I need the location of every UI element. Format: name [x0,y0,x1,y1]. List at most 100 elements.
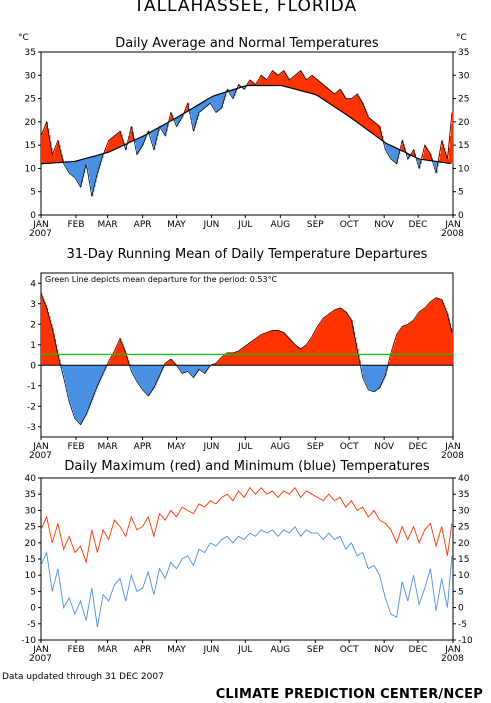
above-normal-bar [360,99,362,125]
positive-departure-bar [255,338,257,366]
below-normal-bar [221,93,224,108]
daily-average-line [40,70,453,197]
y-tick-label: 20 [25,118,37,128]
positive-departure-bar [278,330,280,366]
above-normal-bar [314,77,316,95]
above-normal-bar [258,79,261,86]
below-normal-bar [234,89,236,96]
above-normal-bar [355,94,358,122]
below-normal-bar [219,94,221,110]
positive-departure-bar [289,338,291,366]
positive-departure-bar [344,311,347,366]
above-normal-bar [333,92,335,107]
above-normal-bar [378,125,380,138]
positive-departure-bar [337,308,340,366]
below-normal-bar [92,156,95,192]
negative-departure-bar [90,365,93,403]
negative-departure-bar [179,365,182,371]
below-normal-bar [210,97,212,104]
positive-departure-bar [419,311,421,366]
above-normal-bar [345,98,348,115]
positive-departure-bar [404,325,406,366]
negative-departure-bar [368,365,370,390]
above-normal-bar [46,121,49,164]
above-normal-bar [401,145,403,151]
y-tick-label-right: 40 [458,474,470,484]
negative-departure-bar [97,365,99,386]
positive-departure-bar [244,346,246,366]
negative-departure-bar [133,365,135,376]
below-normal-bar [71,161,73,175]
below-normal-bar [142,136,145,146]
x-tick-label: DEC [409,442,428,452]
positive-departure-bar [331,312,333,366]
above-normal-bar [376,123,378,137]
positive-departure-bar [283,332,286,366]
negative-departure-bar [134,365,137,378]
above-normal-bar [305,78,307,92]
above-normal-bar [403,144,405,152]
positive-departure-bar [43,299,45,366]
y-tick-label-right: 10 [458,571,470,581]
x-tick-label: OCT [340,442,359,452]
positive-departure-bar [433,299,436,366]
positive-departure-bar [412,320,414,366]
positive-departure-bar [266,332,269,366]
above-normal-bar [379,126,382,139]
above-normal-bar [343,94,345,113]
positive-departure-bar [414,318,417,366]
above-normal-bar [283,70,286,87]
y-tick-label: 25 [25,95,36,105]
negative-departure-bar [100,365,103,379]
positive-departure-bar [232,352,235,366]
below-normal-bar [99,154,102,166]
positive-departure-bar [319,323,322,366]
positive-departure-bar [448,318,450,366]
below-normal-bar [394,147,396,162]
above-normal-bar [289,79,291,88]
below-normal-bar [152,130,155,147]
above-normal-bar [341,91,343,112]
y-tick-label: -3 [27,423,36,433]
x-tick-label: FEB [67,442,84,452]
negative-departure-bar [82,365,85,421]
below-normal-bar [192,108,194,126]
positive-departure-bar [300,348,303,366]
negative-departure-bar [96,365,98,389]
x-tick-label: JUN [202,645,219,655]
positive-departure-bar [288,337,290,366]
above-normal-bar [358,95,360,123]
below-normal-bar [418,158,420,165]
negative-departure-bar [68,365,70,398]
below-normal-bar [83,158,86,174]
negative-departure-bar [101,365,104,376]
negative-departure-bar [81,365,84,423]
below-normal-bar [205,100,208,107]
positive-departure-bar [57,355,60,366]
above-normal-bar [309,77,312,94]
positive-departure-bar [313,334,315,366]
above-normal-bar [52,154,54,163]
positive-departure-bar [285,334,288,366]
negative-departure-bar [153,365,156,388]
positive-departure-bar [53,333,55,366]
above-normal-bar [383,140,385,142]
positive-departure-bar [401,327,403,366]
below-normal-bar [143,135,146,143]
negative-departure-bar [92,365,95,398]
positive-departure-bar [345,311,348,366]
negative-departure-bar [61,365,63,369]
above-normal-bar [373,121,376,135]
minimum-temperature-line [40,525,453,628]
negative-departure-bar [185,365,187,373]
above-normal-bar [257,80,260,86]
above-normal-bar [288,78,290,88]
x-tick-label: MAY [167,442,186,452]
below-normal-bar [89,157,91,184]
negative-departure-bar [70,365,72,406]
negative-departure-bar [381,365,384,383]
above-normal-bar [324,85,326,101]
negative-departure-bar [71,365,73,409]
above-normal-bar [440,147,443,163]
below-normal-bar [222,93,225,105]
